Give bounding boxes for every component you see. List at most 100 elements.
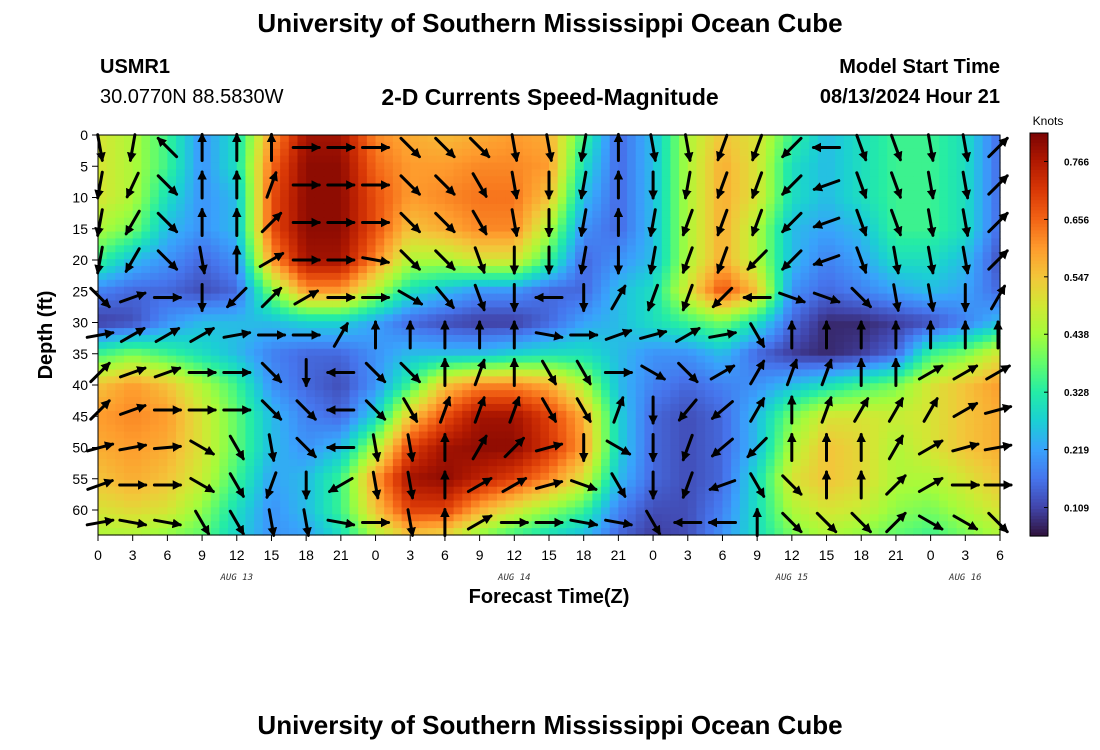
heatmap-cell [713,417,724,426]
heatmap-cell [488,341,498,350]
heatmap-cell [115,321,125,329]
heatmap-cell [904,148,914,157]
heatmap-cell [687,321,698,329]
heatmap-cell [566,135,576,143]
heatmap-cell [843,403,854,412]
heatmap-cell [653,438,663,446]
heatmap-cell [167,397,177,405]
heatmap-cell [418,135,429,143]
heatmap-cell [731,279,741,288]
heatmap-cell [887,397,897,405]
heatmap-cell [401,293,411,302]
heatmap-cell [835,410,845,419]
heatmap-cell [895,169,906,177]
heatmap-cell [635,135,645,143]
heatmap-cell [219,266,229,274]
heatmap-cell [479,197,489,205]
heatmap-cell [522,141,533,150]
heatmap-cell [427,335,437,343]
heatmap-cell [973,335,984,343]
heatmap-cell [618,362,628,371]
heatmap-cell [358,452,368,460]
heatmap-cell [323,355,333,364]
heatmap-cell [679,259,689,267]
heatmap-cell [470,169,481,177]
heatmap-cell [592,231,602,240]
heatmap-cell [705,417,715,426]
heatmap-cell [670,259,680,267]
heatmap-cell [887,252,897,260]
heatmap-cell [549,245,559,253]
heatmap-cell [679,272,689,281]
heatmap-cell [271,321,281,329]
heatmap-cell [696,245,706,253]
heatmap-cell [809,410,819,419]
heatmap-cell [887,403,897,412]
heatmap-cell [141,328,151,336]
heatmap-cell [609,335,619,343]
heatmap-cell [861,162,871,171]
heatmap-cell [366,300,377,309]
heatmap-cell [583,224,593,233]
heatmap-cell [375,155,385,164]
heatmap-cell [869,362,880,371]
heatmap-cell [878,314,888,322]
heatmap-cell [765,300,776,309]
heatmap-cell [705,390,715,398]
heatmap-cell [843,135,854,143]
heatmap-cell [444,155,455,164]
heatmap-cell [826,341,836,350]
heatmap-cell [713,252,724,260]
heatmap-cell [488,203,498,212]
heatmap-cell [522,424,533,433]
heatmap-cell [705,376,715,384]
heatmap-cell [262,348,273,357]
heatmap-cell [644,135,654,143]
heatmap-cell [358,314,368,322]
heatmap-cell [791,390,802,398]
heatmap-cell [557,328,567,336]
heatmap-cell [323,397,333,405]
heatmap-cell [982,279,992,288]
heatmap-cell [696,197,706,205]
heatmap-cell [687,445,698,453]
heatmap-cell [340,162,351,171]
heatmap-cell [791,452,802,460]
heatmap-cell [462,307,472,315]
heatmap-cell [176,452,186,460]
heatmap-cell [661,252,672,260]
heatmap-cell [410,197,420,205]
heatmap-cell [444,307,455,315]
page-title-repeat: University of Southern Mississippi Ocean… [257,710,843,740]
heatmap-cell [366,431,377,440]
heatmap-cell [505,245,515,253]
heatmap-cell [982,190,992,198]
heatmap-cell [783,135,793,143]
heatmap-cell [947,203,958,212]
heatmap-cell [739,300,750,309]
heatmap-cell [418,390,429,398]
heatmap-cell [835,197,845,205]
heatmap-cell [661,224,672,233]
heatmap-cell [124,459,134,467]
heatmap-cell [592,341,602,350]
heatmap-cell [479,314,489,322]
heatmap-cell [982,341,992,350]
heatmap-cell [982,328,992,336]
heatmap-cell [418,266,429,274]
heatmap-cell [549,141,559,150]
heatmap-cell [722,259,732,267]
heatmap-cell [774,390,784,398]
heatmap-cell [349,335,359,343]
heatmap-cell [774,417,784,426]
heatmap-cell [800,431,810,440]
heatmap-cell [115,210,125,219]
heatmap-cell [462,279,472,288]
heatmap-cell [991,376,1001,384]
heatmap-cell [557,369,567,377]
heatmap-cell [583,369,593,377]
heatmap-cell [592,459,602,467]
heatmap-cell [878,369,888,377]
heatmap-cell [332,376,342,384]
heatmap-cell [930,452,940,460]
